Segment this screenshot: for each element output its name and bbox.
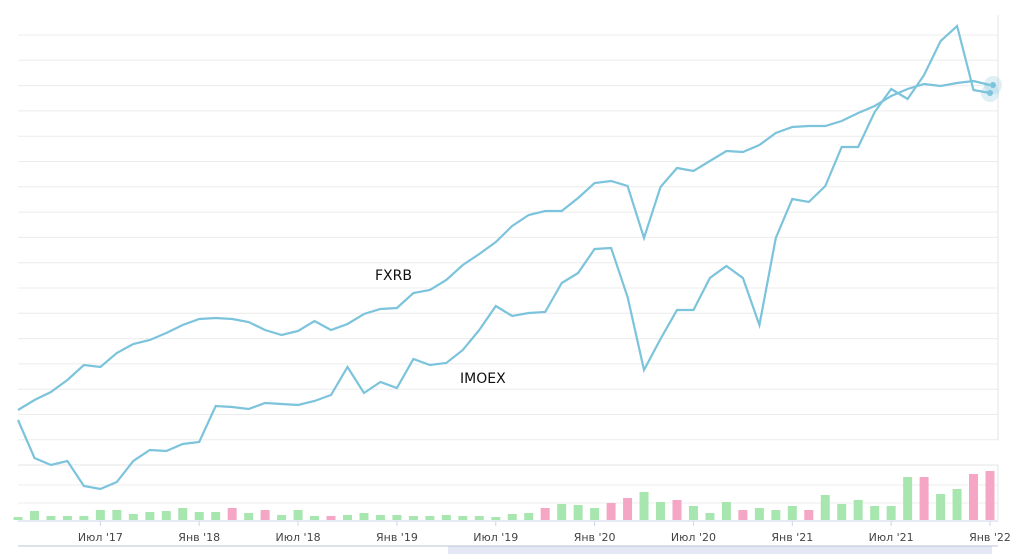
navigator-window[interactable] bbox=[448, 546, 992, 554]
volume-bar bbox=[969, 474, 979, 520]
volume-bar bbox=[985, 471, 995, 520]
volume-bar bbox=[474, 516, 484, 520]
volume-bar bbox=[606, 503, 616, 520]
volume-bar bbox=[705, 513, 715, 520]
volume-bar bbox=[886, 506, 896, 520]
x-tick-label: Июл '21 bbox=[869, 531, 914, 544]
volume-bar bbox=[227, 508, 237, 520]
end-point bbox=[990, 82, 996, 88]
volume-bar bbox=[244, 513, 254, 520]
volume-bar bbox=[62, 516, 72, 520]
x-tick-label: Июл '17 bbox=[78, 531, 123, 544]
volume-bar bbox=[375, 515, 385, 520]
volume-bar bbox=[161, 511, 171, 520]
x-tick-label: Янв '19 bbox=[376, 531, 418, 544]
volume-bar bbox=[408, 516, 418, 520]
volume-bar bbox=[13, 517, 23, 520]
volume-bar bbox=[754, 508, 764, 520]
volume-bar bbox=[441, 515, 451, 520]
volume-bar bbox=[145, 512, 155, 520]
x-tick-label: Июл '19 bbox=[473, 531, 518, 544]
volume-bar bbox=[557, 504, 567, 520]
volume-bar bbox=[458, 516, 468, 520]
volume-bar bbox=[787, 506, 797, 520]
volume-bar bbox=[590, 508, 600, 520]
line bbox=[17, 79, 991, 411]
volume-bar bbox=[771, 510, 781, 520]
volume-bar bbox=[524, 513, 534, 520]
volume-bar bbox=[194, 512, 204, 520]
volume-bar bbox=[112, 510, 122, 520]
volume-bar bbox=[919, 477, 929, 520]
x-tick-label: Янв '20 bbox=[574, 531, 616, 544]
volume-bar bbox=[507, 514, 517, 520]
volume-bar bbox=[952, 489, 962, 520]
volume-bar bbox=[128, 514, 138, 520]
volume-bar bbox=[79, 516, 89, 520]
volume-bar bbox=[540, 508, 550, 520]
volume-bar bbox=[688, 506, 698, 520]
volume-bar bbox=[721, 502, 731, 520]
volume-bar bbox=[738, 510, 748, 520]
volume-bar bbox=[491, 517, 501, 520]
volume-bar bbox=[392, 515, 402, 520]
volume-bar bbox=[853, 500, 863, 520]
volume-bar bbox=[46, 516, 56, 520]
volume-bar bbox=[870, 506, 880, 520]
volume-bar bbox=[672, 500, 682, 520]
volume-bar bbox=[639, 492, 649, 520]
volume-bar bbox=[623, 498, 633, 520]
volume-bar bbox=[903, 477, 913, 520]
volume-bar bbox=[277, 515, 287, 520]
volume-bar bbox=[936, 494, 946, 520]
volume-bar bbox=[326, 516, 336, 520]
volume-bar bbox=[211, 512, 221, 520]
volume-bar bbox=[293, 510, 303, 520]
x-tick-label: Янв '18 bbox=[178, 531, 220, 544]
volume-bar bbox=[95, 510, 105, 520]
x-tick-label: Июл '18 bbox=[276, 531, 321, 544]
volume-bar bbox=[573, 505, 583, 520]
end-point bbox=[987, 90, 993, 96]
volume-bar bbox=[342, 515, 352, 520]
volume-bar bbox=[837, 504, 847, 520]
x-tick-label: Июл '20 bbox=[671, 531, 716, 544]
volume-bar bbox=[359, 513, 369, 520]
volume-bar bbox=[820, 495, 830, 520]
volume-bar bbox=[29, 511, 39, 520]
volume-bar bbox=[425, 516, 435, 520]
volume-bar bbox=[178, 508, 188, 520]
volume-bar bbox=[260, 510, 270, 520]
line bbox=[16, 23, 991, 491]
volume-bar bbox=[656, 502, 666, 520]
series-label: FXRB bbox=[375, 268, 412, 284]
volume-bar bbox=[310, 516, 320, 520]
volume-bar bbox=[804, 510, 814, 520]
x-tick-label: Янв '22 bbox=[969, 531, 1011, 544]
x-tick-label: Янв '21 bbox=[771, 531, 813, 544]
series-label: IMOEX bbox=[460, 371, 506, 387]
